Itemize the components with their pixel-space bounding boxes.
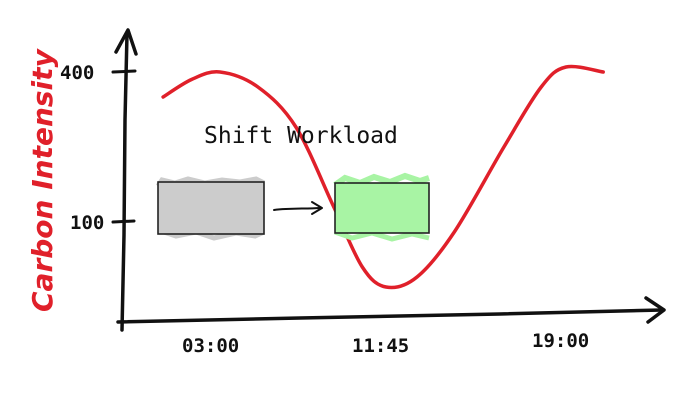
curve-point-1900: [565, 66, 568, 69]
shift-arrow: [273, 207, 321, 211]
curve-point-1030: [361, 266, 364, 269]
y-axis-label: Carbon Intensity: [26, 47, 59, 312]
curve-point-0500: [256, 86, 259, 89]
original-workload-block: [155, 176, 266, 241]
curve-point-0000: [162, 96, 165, 99]
curve-point-1145: [385, 286, 388, 289]
carbon-intensity-curve: [161, 64, 605, 290]
x-axis-line: [116, 308, 664, 324]
shift-workload-annotation: Shift Workload: [204, 123, 398, 149]
shift-arrowhead: [311, 201, 323, 215]
y-tick-label-400: 400: [60, 62, 94, 84]
curve-point-1630: [502, 146, 505, 149]
y-axis-arrowhead: [114, 28, 138, 56]
x-axis-arrowhead: [644, 296, 666, 324]
y-axis-line: [120, 32, 129, 332]
curve-point-2030: [602, 71, 605, 74]
shifted-workload-block: [333, 172, 430, 242]
y-tick-mark-400: [111, 69, 137, 74]
curve-point-0300: [219, 71, 222, 74]
curve-point-1800: [540, 86, 543, 89]
curve-point-1300: [416, 276, 419, 279]
y-tick-mark-100: [111, 219, 136, 224]
x-tick-label-0300: 03:00: [182, 335, 239, 357]
y-tick-label-100: 100: [70, 212, 104, 234]
curve-point-0130: [190, 78, 193, 81]
curve-point-1430: [453, 231, 456, 234]
x-tick-label-1900: 19:00: [532, 330, 589, 352]
x-tick-label-1145: 11:45: [352, 335, 409, 357]
